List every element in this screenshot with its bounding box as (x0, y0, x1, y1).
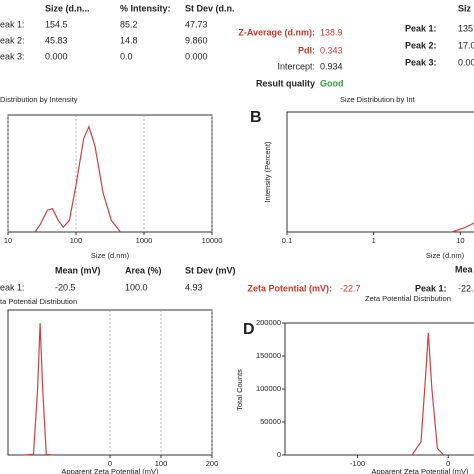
y-axis-label: Total Counts (235, 369, 244, 411)
cell: 100.0 (125, 282, 148, 292)
y-tick-label: 0 (277, 450, 281, 459)
y-tick-label: 100000 (256, 384, 281, 393)
panel-label: B (250, 109, 262, 126)
x-tick-label: 0 (108, 459, 112, 468)
x-tick-label: 10 (4, 236, 12, 245)
cell: 0.000 (45, 51, 68, 61)
cell: 9.860 (185, 35, 208, 45)
x-tick-label: 100 (155, 459, 168, 468)
chart-title: Size Distribution by Int (340, 95, 416, 104)
cell: 45.83 (45, 35, 68, 45)
header: St Dev (mV) (185, 265, 236, 275)
value: Good (320, 78, 344, 88)
x-tick-label: 10000 (202, 236, 223, 245)
x-tick-label: 10 (456, 236, 464, 245)
row-label: Peak 3: (405, 57, 437, 67)
header: St Dev (d.n. (185, 3, 235, 13)
x-axis-label: Apparent Zeta Potential (mV) (61, 467, 159, 474)
x-tick-label: -100 (350, 459, 365, 468)
x-tick-label: 1000 (136, 236, 153, 245)
cell: 47.73 (185, 19, 208, 29)
x-axis-label: Apparent Zeta Potential (mV) (371, 467, 469, 474)
row-label: eak 3: (0, 51, 25, 61)
row-label: Peak 2: (405, 40, 437, 50)
curve (23, 323, 54, 456)
y-tick-label: 50000 (260, 417, 281, 426)
x-tick-label: 0.1 (282, 236, 292, 245)
cell: 135 (458, 23, 473, 33)
value: 0.934 (320, 61, 343, 71)
header: % Intensity: (120, 3, 171, 13)
header: Siz (458, 3, 472, 13)
header: Mea (455, 264, 474, 274)
value: 138.9 (320, 27, 343, 37)
row-label: eak 1: (0, 282, 25, 292)
x-axis-label: Size (d.nm) (91, 251, 130, 260)
y-axis-label: Intensity (Percent) (263, 141, 272, 202)
cell: 14.8 (120, 35, 138, 45)
plot-frame (286, 111, 474, 233)
curve (34, 125, 121, 233)
panel-label: D (243, 321, 255, 338)
row-label: eak 2: (0, 35, 25, 45)
x-axis-label: Size (d.nm) (426, 251, 465, 260)
chart-title: ta Potential Distribution (0, 297, 77, 306)
y-tick-label: 150000 (256, 351, 281, 360)
chart-title: Distribution by Intensity (0, 95, 78, 104)
header: Area (%) (125, 265, 162, 275)
x-tick-label: 1 (372, 236, 376, 245)
curve (451, 222, 474, 233)
row-label: Peak 1: (415, 283, 447, 293)
cell: -22.7 (458, 283, 474, 293)
cell: 4.93 (185, 282, 203, 292)
cell: 154.5 (45, 19, 68, 29)
cell: 0.000 (185, 51, 208, 61)
x-tick-label: 200 (206, 459, 219, 468)
label: Z-Average (d.nm): (238, 27, 315, 37)
label: Zeta Potential (mV): (247, 283, 332, 293)
chart-title: Zeta Potential Distribution (365, 294, 451, 303)
cell: 0.00 (458, 57, 474, 67)
cell: 85.2 (120, 19, 138, 29)
label: Intercept: (277, 61, 315, 71)
header: Mean (mV) (55, 265, 101, 275)
cell: 0.0 (120, 51, 133, 61)
row-label: Peak 1: (405, 23, 437, 33)
label: PdI: (298, 45, 315, 55)
plot-frame (284, 322, 474, 456)
row-label: eak 1: (0, 19, 25, 29)
cell: 17.0 (458, 40, 474, 50)
cell: -20.5 (55, 282, 76, 292)
y-tick-label: 200000 (256, 318, 281, 327)
plot-frame (7, 114, 213, 233)
value: 0.343 (320, 45, 343, 55)
label: Result quality (256, 78, 315, 88)
value: -22.7 (340, 283, 361, 293)
x-tick-label: 0 (446, 459, 450, 468)
curve (411, 332, 445, 456)
header: Size (d.n... (45, 3, 90, 13)
x-tick-label: 100 (70, 236, 83, 245)
